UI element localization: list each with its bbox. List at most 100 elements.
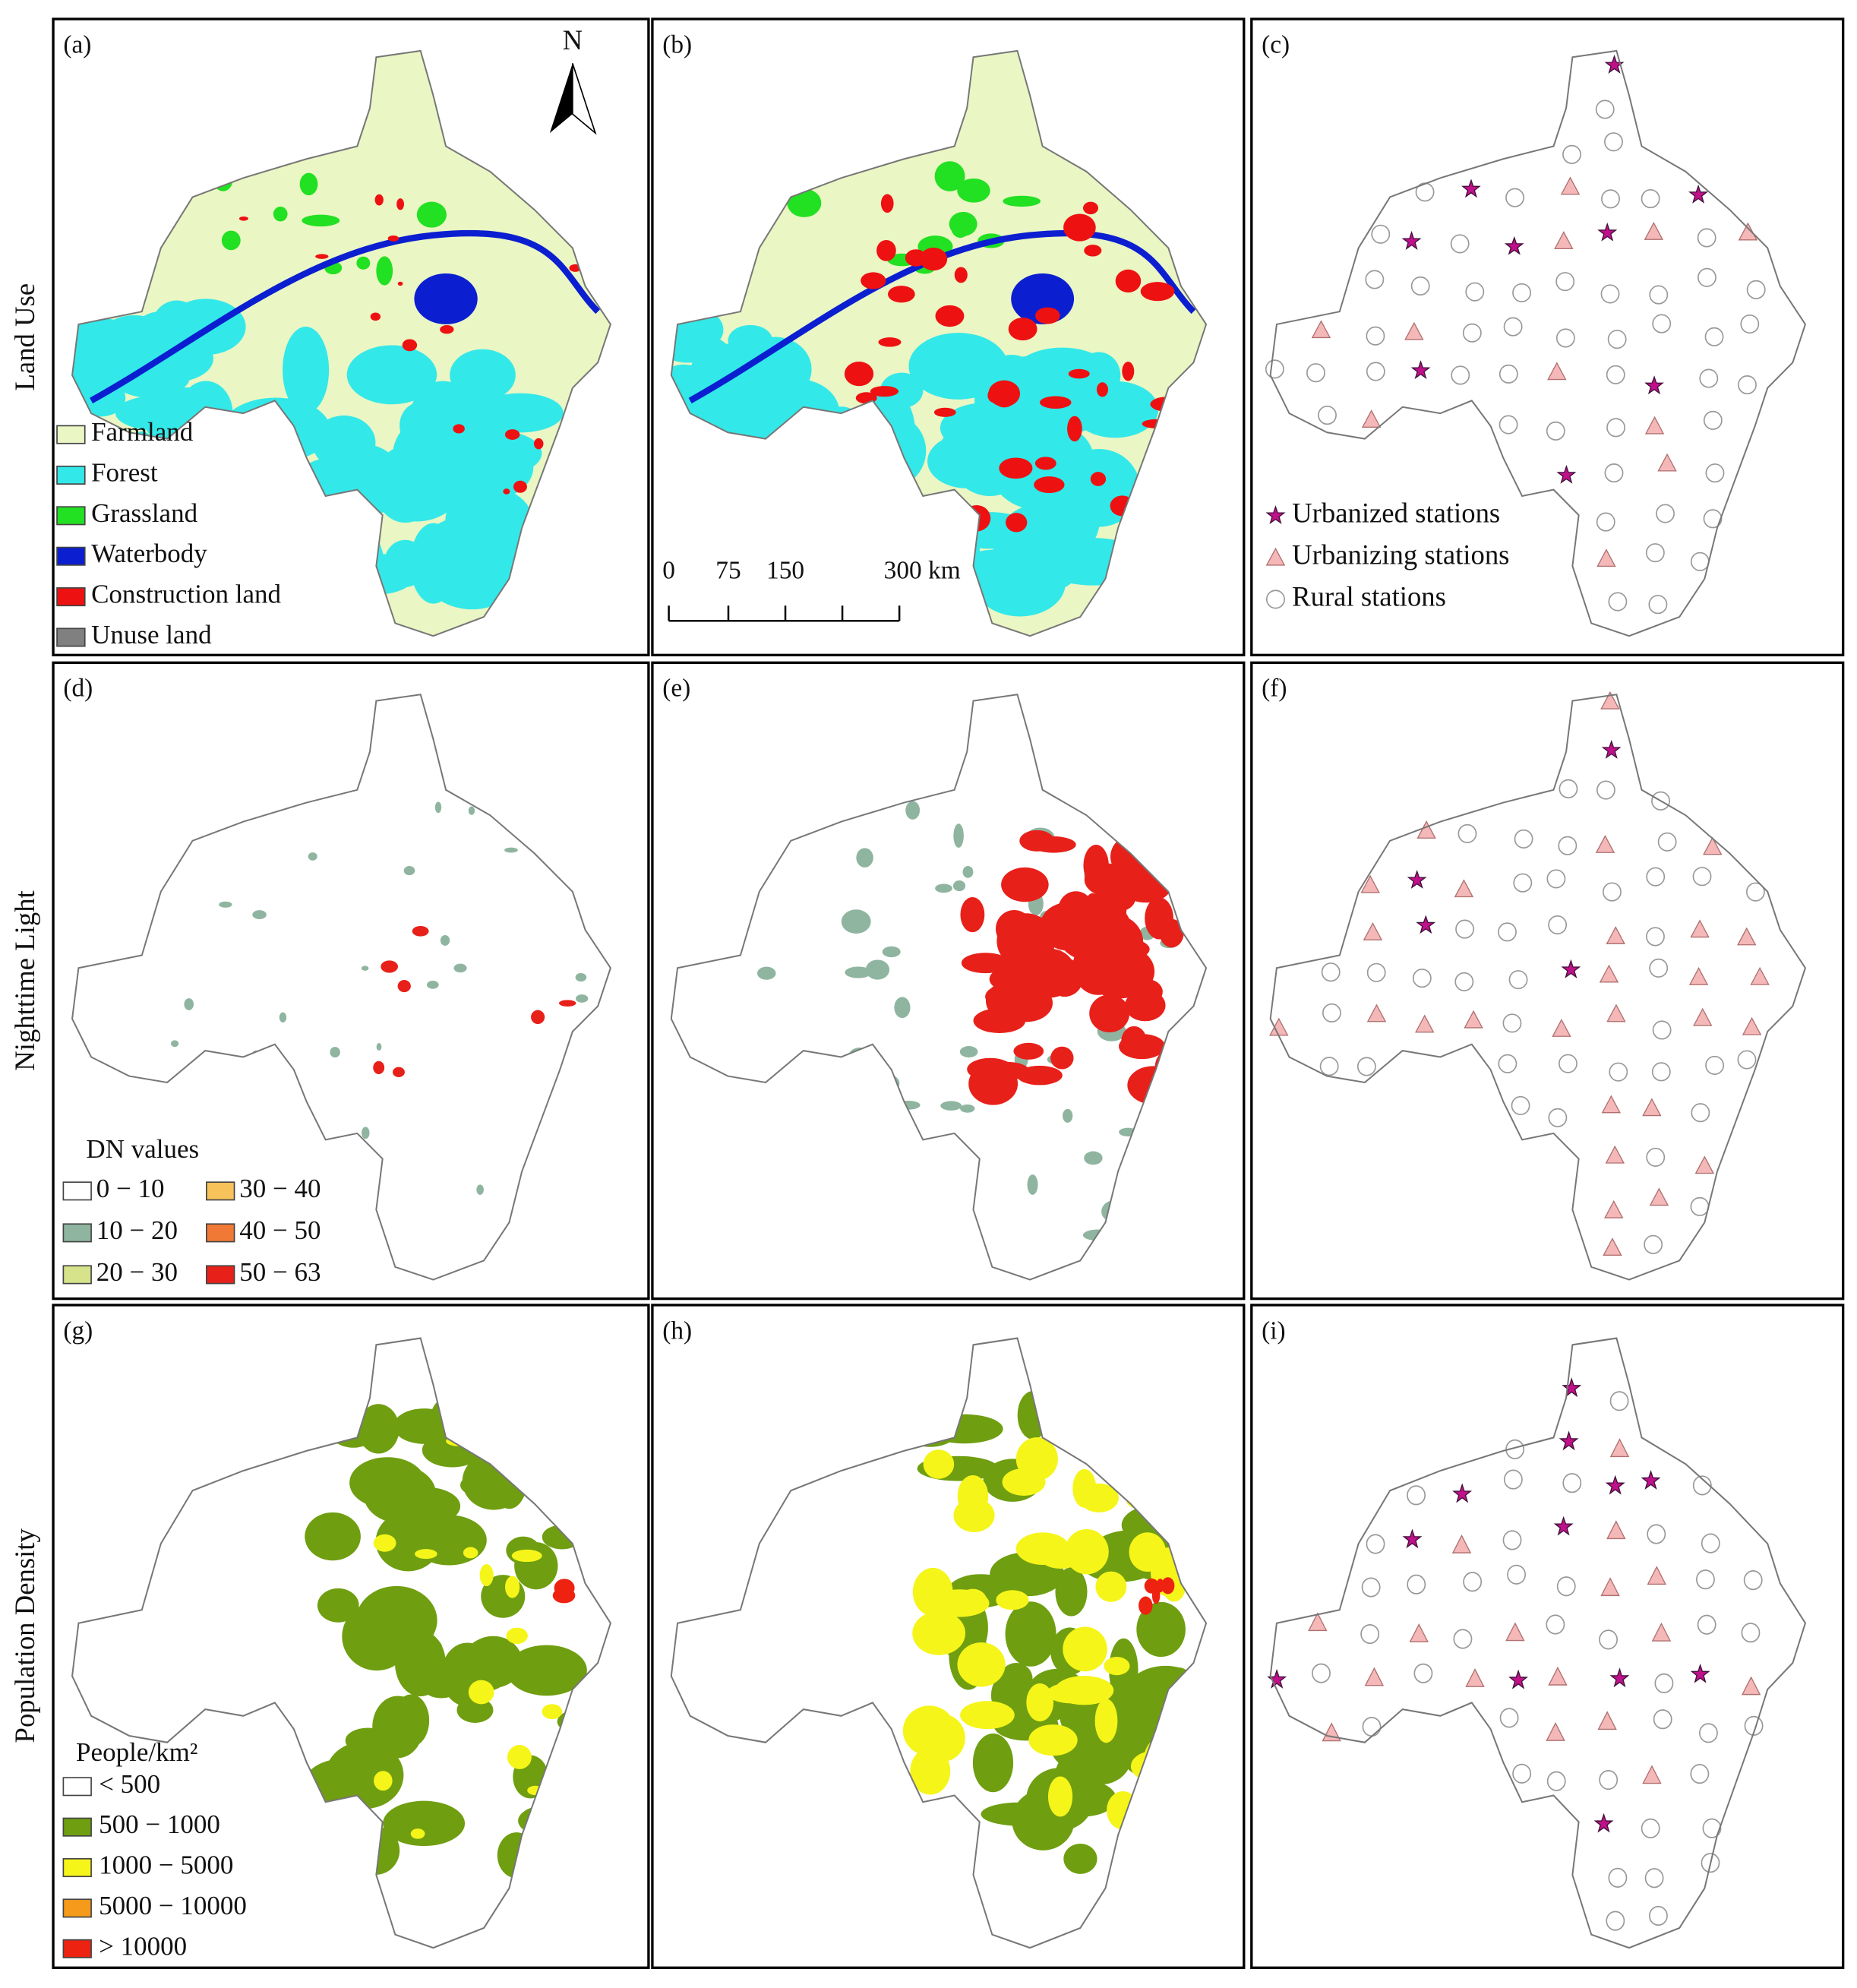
urbanized-station xyxy=(1461,179,1481,198)
rural-station xyxy=(1463,1572,1483,1592)
rural-station xyxy=(1502,1013,1522,1033)
map-patch xyxy=(912,1567,953,1617)
rural-station xyxy=(1505,188,1524,207)
panel-frame xyxy=(651,661,1246,1301)
urbanizing-station xyxy=(1605,1145,1625,1164)
map-patch xyxy=(1063,1108,1073,1123)
map-patch xyxy=(905,801,921,820)
panel-label: (e) xyxy=(662,675,690,703)
rural-station xyxy=(1465,282,1485,302)
map-patch xyxy=(514,1542,558,1590)
urbanizing-station xyxy=(1644,416,1665,435)
map-patch xyxy=(396,198,404,210)
map-patch xyxy=(542,1704,563,1720)
rural-station xyxy=(1407,1485,1426,1506)
map-patch xyxy=(1079,1483,1119,1513)
urbanizing-station xyxy=(1703,836,1723,855)
map-patch xyxy=(1082,201,1099,215)
map-patch xyxy=(387,235,400,242)
rural-station xyxy=(1412,969,1432,988)
map-patch xyxy=(756,966,776,980)
map-patch xyxy=(845,966,872,978)
legend-label: 50 − 63 xyxy=(239,1257,321,1287)
rural-station xyxy=(1697,228,1716,248)
map-patch xyxy=(923,1449,955,1479)
map-patch xyxy=(507,1745,532,1769)
map-patch xyxy=(279,1012,287,1022)
map-patch xyxy=(1003,195,1041,207)
rural-station xyxy=(1698,1723,1718,1743)
map-patch xyxy=(1115,269,1142,293)
urbanizing-station xyxy=(1606,1520,1626,1540)
urbanizing-station xyxy=(1642,1098,1662,1117)
map-patch xyxy=(1019,830,1055,852)
rural-station xyxy=(1555,328,1575,348)
urbanized-station xyxy=(1553,1515,1574,1536)
urbanizing-station xyxy=(1415,1014,1435,1033)
panel-label: (c) xyxy=(1262,30,1290,58)
rural-station xyxy=(1608,1867,1628,1888)
rural-station xyxy=(1608,592,1628,612)
rural-station xyxy=(1453,1629,1473,1649)
map-patch xyxy=(330,1047,340,1058)
map-patch xyxy=(373,1060,385,1075)
rural-station xyxy=(1745,882,1765,902)
rural-station xyxy=(1512,1763,1532,1784)
map-patch xyxy=(468,1680,494,1705)
rural-station xyxy=(1265,589,1285,609)
rural-station xyxy=(1512,283,1532,302)
map-patch xyxy=(876,239,896,261)
urbanized-station xyxy=(1559,1430,1579,1451)
urbanizing-station xyxy=(1366,1003,1387,1022)
map-patch xyxy=(308,852,317,861)
map-patch xyxy=(252,910,267,920)
urbanizing-station xyxy=(1600,691,1620,710)
map-patch xyxy=(910,1747,951,1795)
urbanized-station xyxy=(1407,870,1427,889)
map-patch xyxy=(1094,1699,1118,1743)
map-patch xyxy=(90,229,601,404)
rural-station xyxy=(1555,272,1575,292)
legend-label: 10 − 20 xyxy=(96,1215,178,1245)
map-patch xyxy=(299,172,318,196)
legend-swatch xyxy=(206,1181,235,1201)
map-patch xyxy=(273,206,288,222)
urbanizing-station xyxy=(1606,1003,1626,1022)
map-patch xyxy=(1095,1571,1127,1602)
rural-station xyxy=(1451,365,1470,385)
rural-station xyxy=(1606,418,1626,438)
legend-swatch xyxy=(62,1181,92,1201)
rural-station xyxy=(1511,1095,1530,1115)
map-patch xyxy=(440,934,450,946)
panel-label: (a) xyxy=(63,30,91,58)
map-patch xyxy=(880,194,894,213)
rural-station xyxy=(1705,463,1725,483)
scale-label: 150 xyxy=(766,557,804,585)
rural-station xyxy=(1508,970,1528,990)
map-patch xyxy=(1089,994,1130,1033)
urbanized-station xyxy=(1504,235,1524,255)
map-patch xyxy=(503,488,510,495)
rural-station xyxy=(1462,323,1482,343)
rural-station xyxy=(1690,1764,1710,1784)
rural-station xyxy=(1696,1569,1715,1590)
map-patch xyxy=(961,953,1010,974)
rural-station xyxy=(1457,823,1477,843)
urbanizing-station xyxy=(1609,1438,1630,1458)
map-patch xyxy=(393,1067,405,1077)
rural-station xyxy=(1455,919,1475,939)
urbanizing-station xyxy=(1647,1566,1667,1585)
legend-swatch xyxy=(62,1939,92,1958)
station-legend xyxy=(1265,505,1286,609)
map-patch xyxy=(981,1802,1060,1826)
map-patch xyxy=(575,973,587,982)
rural-station xyxy=(1741,1623,1761,1643)
map-patch xyxy=(1005,1601,1056,1667)
map-patch xyxy=(1006,513,1028,533)
map-patch xyxy=(283,326,330,414)
rural-station xyxy=(1652,1020,1672,1040)
map-patch xyxy=(511,1549,542,1563)
map-patch xyxy=(1015,1437,1058,1481)
map-patch xyxy=(1027,1174,1038,1195)
rural-station xyxy=(1648,595,1668,615)
